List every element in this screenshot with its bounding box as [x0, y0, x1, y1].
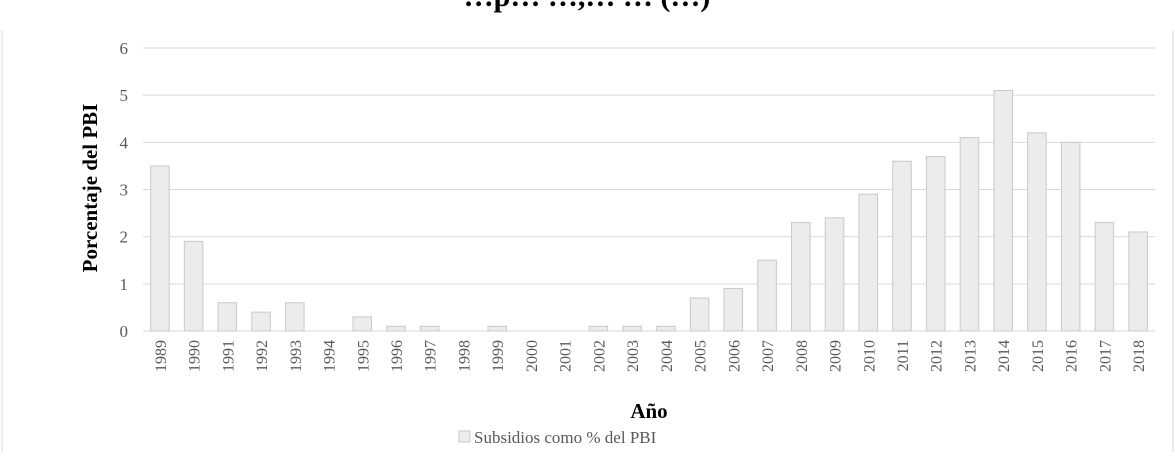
- bar: [352, 316, 373, 332]
- x-tick-label: 2017: [1097, 340, 1114, 372]
- x-tick-label: 2008: [794, 340, 811, 372]
- bar: [656, 325, 676, 332]
- x-tick-label: 2006: [726, 340, 743, 372]
- bar: [588, 325, 609, 332]
- bar: [689, 297, 710, 332]
- x-tick-label: 2012: [929, 340, 946, 372]
- bar: [723, 288, 744, 332]
- x-tick-label: 2001: [558, 340, 575, 372]
- bar: [1128, 231, 1148, 332]
- bar: [757, 259, 777, 332]
- bar: [386, 325, 406, 332]
- x-tick-label: 2010: [861, 340, 878, 372]
- x-tick-label: 2000: [524, 340, 541, 372]
- x-tick-label: 2015: [1030, 340, 1047, 372]
- x-axis-title: Año: [630, 399, 667, 423]
- x-tick-label: 1997: [423, 340, 440, 372]
- x-tick-label: 1990: [187, 340, 204, 372]
- x-tick-label: 1995: [355, 340, 372, 372]
- y-tick-labels: 0 1 2 3 4 5 6: [120, 39, 129, 341]
- bars: [150, 89, 1148, 332]
- bar: [959, 137, 980, 332]
- x-tick-label: 1991: [220, 340, 237, 372]
- x-tick-label: 1993: [288, 340, 305, 372]
- x-tick-label: 1996: [389, 340, 406, 372]
- gridlines: [143, 47, 1155, 332]
- bar: [183, 240, 204, 332]
- chart-title: …p… …,… … (…): [464, 0, 711, 13]
- legend: Subsidios como % del PBI: [458, 428, 657, 447]
- y-tick-label: 5: [120, 86, 129, 105]
- x-tick-label: 2018: [1131, 340, 1148, 372]
- bar: [1027, 132, 1047, 332]
- bar: [892, 160, 912, 332]
- bar: [217, 302, 238, 332]
- y-tick-label: 6: [120, 39, 129, 58]
- x-tick-label: 2002: [591, 340, 608, 372]
- x-tick-label: 1994: [322, 340, 339, 372]
- legend-label: Subsidios como % del PBI: [474, 428, 657, 447]
- x-tick-label: 1992: [254, 340, 271, 372]
- bar: [791, 222, 811, 332]
- x-tick-label: 2007: [760, 340, 777, 372]
- x-tick-label: 1998: [456, 340, 473, 372]
- bar: [285, 302, 305, 332]
- bar: [858, 193, 879, 332]
- bar: [824, 217, 845, 332]
- bar: [150, 165, 170, 332]
- bar: [1094, 222, 1115, 332]
- bar: [622, 325, 642, 332]
- x-tick-label: 2014: [996, 340, 1013, 372]
- bar: [1060, 141, 1081, 332]
- bar: [487, 325, 507, 332]
- legend-swatch: [458, 430, 471, 443]
- y-axis-title: Porcentaje del PBI: [78, 104, 102, 273]
- x-tick-label: 1989: [153, 340, 170, 372]
- x-tick-label: 2009: [828, 340, 845, 372]
- y-tick-label: 0: [120, 322, 129, 341]
- bar: [251, 311, 271, 332]
- y-tick-label: 4: [120, 133, 129, 152]
- x-tick-label: 2011: [895, 340, 912, 371]
- bar: [925, 155, 946, 332]
- x-tick-label: 2004: [659, 340, 676, 372]
- y-tick-label: 1: [120, 275, 129, 294]
- y-tick-label: 3: [120, 181, 129, 200]
- x-tick-labels: 1989 1990 1991 1992 1993 1994 1995 1996 1997 1998…: [153, 340, 1148, 372]
- x-tick-label: 2003: [625, 340, 642, 372]
- x-tick-label: 2005: [693, 340, 710, 372]
- bar: [993, 89, 1013, 332]
- x-tick-label: 2016: [1064, 340, 1081, 372]
- y-tick-label: 2: [120, 228, 129, 247]
- x-tick-label: 1999: [490, 340, 507, 372]
- bar: [419, 325, 440, 332]
- x-tick-label: 2013: [962, 340, 979, 372]
